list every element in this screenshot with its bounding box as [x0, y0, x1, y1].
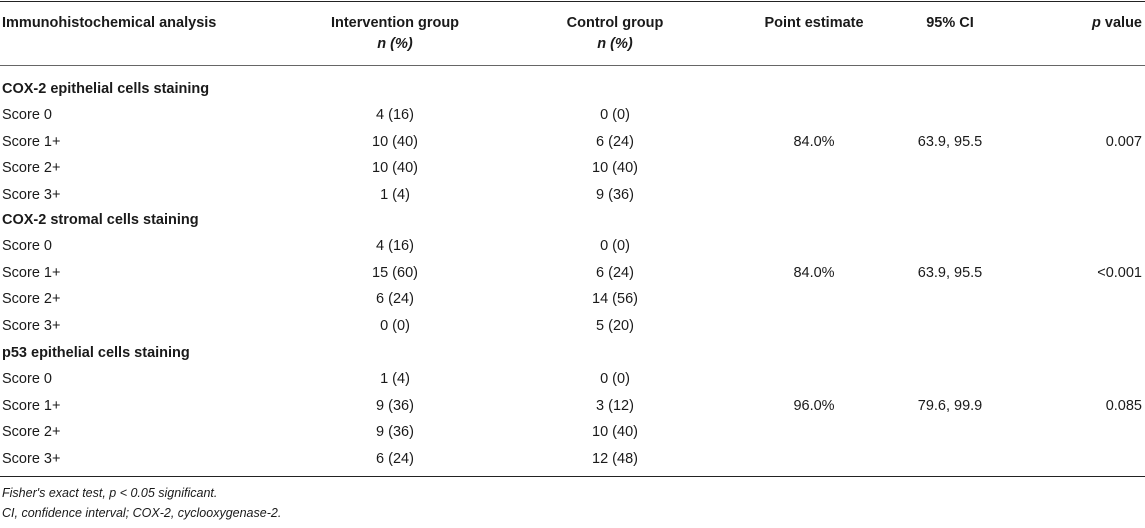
row-label: Score 0 — [2, 371, 52, 387]
row-label: Score 1+ — [2, 134, 61, 150]
intervention-value: 9 (36) — [376, 424, 414, 440]
intervention-value: 1 (4) — [380, 187, 410, 203]
control-value: 9 (36) — [596, 187, 634, 203]
intervention-value: 1 (4) — [380, 371, 410, 387]
control-value: 10 (40) — [592, 424, 638, 440]
intervention-value: 15 (60) — [372, 265, 418, 281]
intervention-value: 0 (0) — [380, 318, 410, 334]
intervention-value: 10 (40) — [372, 160, 418, 176]
p-value: 0.007 — [1105, 134, 1142, 150]
ci-value: 79.6, 99.9 — [917, 398, 983, 414]
row-label: Score 3+ — [2, 451, 61, 467]
p-value: 0.085 — [1105, 398, 1142, 414]
control-value: 0 (0) — [600, 238, 630, 254]
section-title: COX-2 stromal cells staining — [2, 212, 199, 228]
row-label: Score 3+ — [2, 318, 61, 334]
control-value: 5 (20) — [596, 318, 634, 334]
header-intervention-n: n (%) — [377, 36, 413, 52]
header-intervention: Intervention group — [330, 15, 460, 31]
table-top-rule — [0, 1, 1145, 2]
intervention-value: 10 (40) — [372, 134, 418, 150]
row-label: Score 1+ — [2, 265, 61, 281]
intervention-value: 6 (24) — [376, 451, 414, 467]
row-label: Score 2+ — [2, 424, 61, 440]
section-title: COX-2 epithelial cells staining — [2, 81, 210, 97]
section-title: p53 epithelial cells staining — [2, 345, 190, 361]
header-point-estimate: Point estimate — [764, 15, 864, 31]
header-control-n: n (%) — [597, 36, 633, 52]
header-analysis: Immunohistochemical analysis — [2, 15, 217, 31]
header-ci: 95% CI — [926, 15, 974, 31]
point-estimate-value: 84.0% — [793, 265, 835, 281]
footnote-1: Fisher's exact test, p < 0.05 significan… — [2, 486, 218, 500]
p-value: <0.001 — [1097, 265, 1142, 281]
row-label: Score 0 — [2, 107, 52, 123]
header-p-value: p value — [1092, 15, 1142, 31]
control-value: 6 (24) — [596, 265, 634, 281]
control-value: 10 (40) — [592, 160, 638, 176]
intervention-value: 9 (36) — [376, 398, 414, 414]
ci-value: 63.9, 95.5 — [917, 134, 983, 150]
header-bottom-rule — [0, 65, 1145, 66]
table-bottom-rule — [0, 476, 1145, 477]
row-label: Score 3+ — [2, 187, 61, 203]
control-value: 6 (24) — [596, 134, 634, 150]
intervention-value: 4 (16) — [376, 107, 414, 123]
control-value: 0 (0) — [600, 371, 630, 387]
ci-value: 63.9, 95.5 — [917, 265, 983, 281]
control-value: 14 (56) — [592, 291, 638, 307]
row-label: Score 0 — [2, 238, 52, 254]
intervention-value: 4 (16) — [376, 238, 414, 254]
header-control: Control group — [566, 15, 664, 31]
point-estimate-value: 84.0% — [793, 134, 835, 150]
point-estimate-value: 96.0% — [793, 398, 835, 414]
control-value: 12 (48) — [592, 451, 638, 467]
control-value: 3 (12) — [596, 398, 634, 414]
control-value: 0 (0) — [600, 107, 630, 123]
row-label: Score 1+ — [2, 398, 61, 414]
footnote-2: CI, confidence interval; COX-2, cyclooxy… — [2, 506, 282, 520]
row-label: Score 2+ — [2, 291, 61, 307]
intervention-value: 6 (24) — [376, 291, 414, 307]
row-label: Score 2+ — [2, 160, 61, 176]
